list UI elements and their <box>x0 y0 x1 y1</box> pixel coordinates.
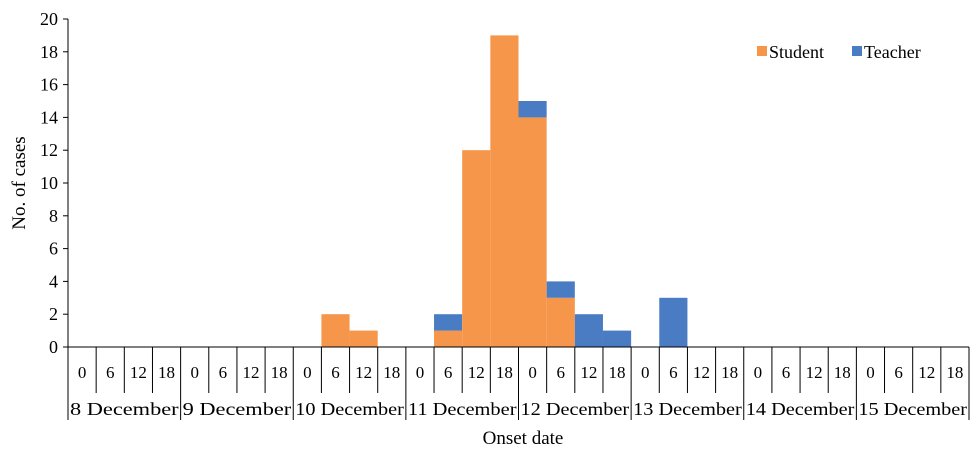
bar-student-17 <box>546 297 575 347</box>
x-hour-label: 0 <box>78 363 87 382</box>
x-hour-label: 6 <box>894 363 903 382</box>
legend-swatch-student <box>757 46 767 56</box>
x-hour-label: 12 <box>580 363 597 382</box>
x-hour-label: 6 <box>782 363 791 382</box>
x-hour-label: 12 <box>806 363 823 382</box>
x-hour-label: 18 <box>383 363 400 382</box>
x-date-label: 13 December <box>633 399 742 419</box>
bar-teacher-16 <box>518 101 547 118</box>
y-tick-label: 8 <box>49 206 58 226</box>
y-tick-label: 6 <box>49 239 58 259</box>
bar-student-9 <box>321 314 350 347</box>
bar-teacher-13 <box>434 314 463 331</box>
x-hour-label: 12 <box>918 363 935 382</box>
x-hour-label: 12 <box>468 363 485 382</box>
x-axis-title: Onset date <box>483 428 564 449</box>
x-hour-label: 18 <box>609 363 626 382</box>
x-hour-label: 0 <box>754 363 763 382</box>
y-tick-label: 12 <box>40 140 58 160</box>
x-hour-label: 12 <box>693 363 710 382</box>
x-hour-label: 18 <box>721 363 738 382</box>
x-hour-label: 6 <box>444 363 453 382</box>
x-hour-label: 0 <box>641 363 650 382</box>
bar-teacher-19 <box>602 330 632 347</box>
bar-student-16 <box>518 117 547 348</box>
y-tick-label: 2 <box>49 304 58 324</box>
y-axis-title: No. of cases <box>9 136 30 229</box>
x-date-label: 8 December <box>70 399 179 419</box>
bar-teacher-17 <box>546 281 575 298</box>
y-tick-label: 0 <box>49 337 58 357</box>
bar-student-13 <box>434 330 463 347</box>
x-hour-label: 0 <box>190 363 199 382</box>
y-tick-label: 14 <box>40 107 58 127</box>
x-hour-label: 6 <box>219 363 228 382</box>
x-hour-label: 0 <box>528 363 537 382</box>
bar-student-14 <box>462 150 491 347</box>
x-hour-label: 18 <box>946 363 963 382</box>
legend-label-teacher: Teacher <box>864 42 921 62</box>
bars <box>321 35 688 348</box>
x-date-label: 15 December <box>858 399 967 419</box>
x-hour-label: 12 <box>355 363 372 382</box>
x-hour-label: 6 <box>556 363 565 382</box>
bar-student-15 <box>490 35 519 348</box>
x-hour-label: 6 <box>331 363 340 382</box>
x-date-label: 10 December <box>295 399 404 419</box>
bar-teacher-18 <box>574 314 603 347</box>
bar-teacher-21 <box>659 297 688 347</box>
y-tick-label: 10 <box>40 173 58 193</box>
x-hour-label: 0 <box>303 363 312 382</box>
y-axis: 0 2 4 6 8 10 12 14 16 18 20 <box>40 9 69 357</box>
x-hour-label: 0 <box>416 363 425 382</box>
x-date-label: 9 December <box>183 399 292 419</box>
legend: Student Teacher <box>757 42 921 62</box>
x-axis: 0 6 12 18 0 6 12 18 0 6 12 18 0 6 12 18 0 6 12 18 0 6 12 18 0 6 12… <box>67 346 970 420</box>
x-hour-label: 12 <box>243 363 260 382</box>
x-hour-label: 6 <box>106 363 115 382</box>
legend-swatch-teacher <box>852 46 862 56</box>
x-date-label: 11 December <box>408 399 517 419</box>
y-tick-label: 20 <box>40 9 58 29</box>
legend-label-student: Student <box>769 42 824 62</box>
x-date-label: 14 December <box>746 399 855 419</box>
x-hour-label: 18 <box>158 363 175 382</box>
y-tick-label: 4 <box>49 271 58 291</box>
x-hour-label: 6 <box>669 363 678 382</box>
x-hour-label: 18 <box>271 363 288 382</box>
x-hour-label: 18 <box>834 363 851 382</box>
x-hour-label: 0 <box>866 363 875 382</box>
bar-student-10 <box>349 330 378 347</box>
x-date-label: 12 December <box>521 399 630 419</box>
y-tick-label: 16 <box>40 75 58 95</box>
x-hour-label: 18 <box>496 363 513 382</box>
y-tick-label: 18 <box>40 42 58 62</box>
x-hour-label: 12 <box>130 363 147 382</box>
